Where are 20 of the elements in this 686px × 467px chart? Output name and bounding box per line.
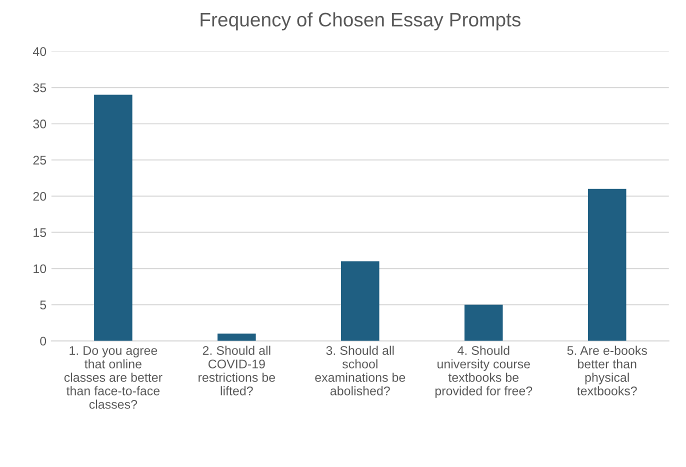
bar xyxy=(588,188,626,341)
x-tick-label: 2. Should all COVID-19 restrictions be lifted? xyxy=(198,346,276,396)
bar xyxy=(94,94,132,341)
y-tick-label: 35 xyxy=(33,83,46,92)
x-tick-label: 3. Should all school examinations be abolished? xyxy=(315,346,406,396)
bar xyxy=(341,261,380,341)
y-tick-label: 15 xyxy=(34,228,46,237)
y-tick-label: 30 xyxy=(33,120,46,128)
bar xyxy=(218,334,256,341)
y-tick-label: 5 xyxy=(40,300,46,310)
chart-title: Frequency of Chosen Essay Prompts xyxy=(200,12,520,30)
y-tick-label: 10 xyxy=(34,264,46,274)
bar xyxy=(464,304,503,341)
y-tick-label: 0 xyxy=(40,336,46,346)
x-tick-label: 1. Do you agree that online classes are better than face-to-face classes? xyxy=(64,346,162,409)
y-tick-label: 20 xyxy=(33,192,46,201)
y-tick-label: 40 xyxy=(32,47,46,56)
x-tick-label: 5. Are e-books better than physical textbooks? xyxy=(567,346,647,396)
x-tick-label: 4. Should university course textbooks be provided for free? xyxy=(435,346,532,398)
y-tick-label: 25 xyxy=(33,156,46,165)
